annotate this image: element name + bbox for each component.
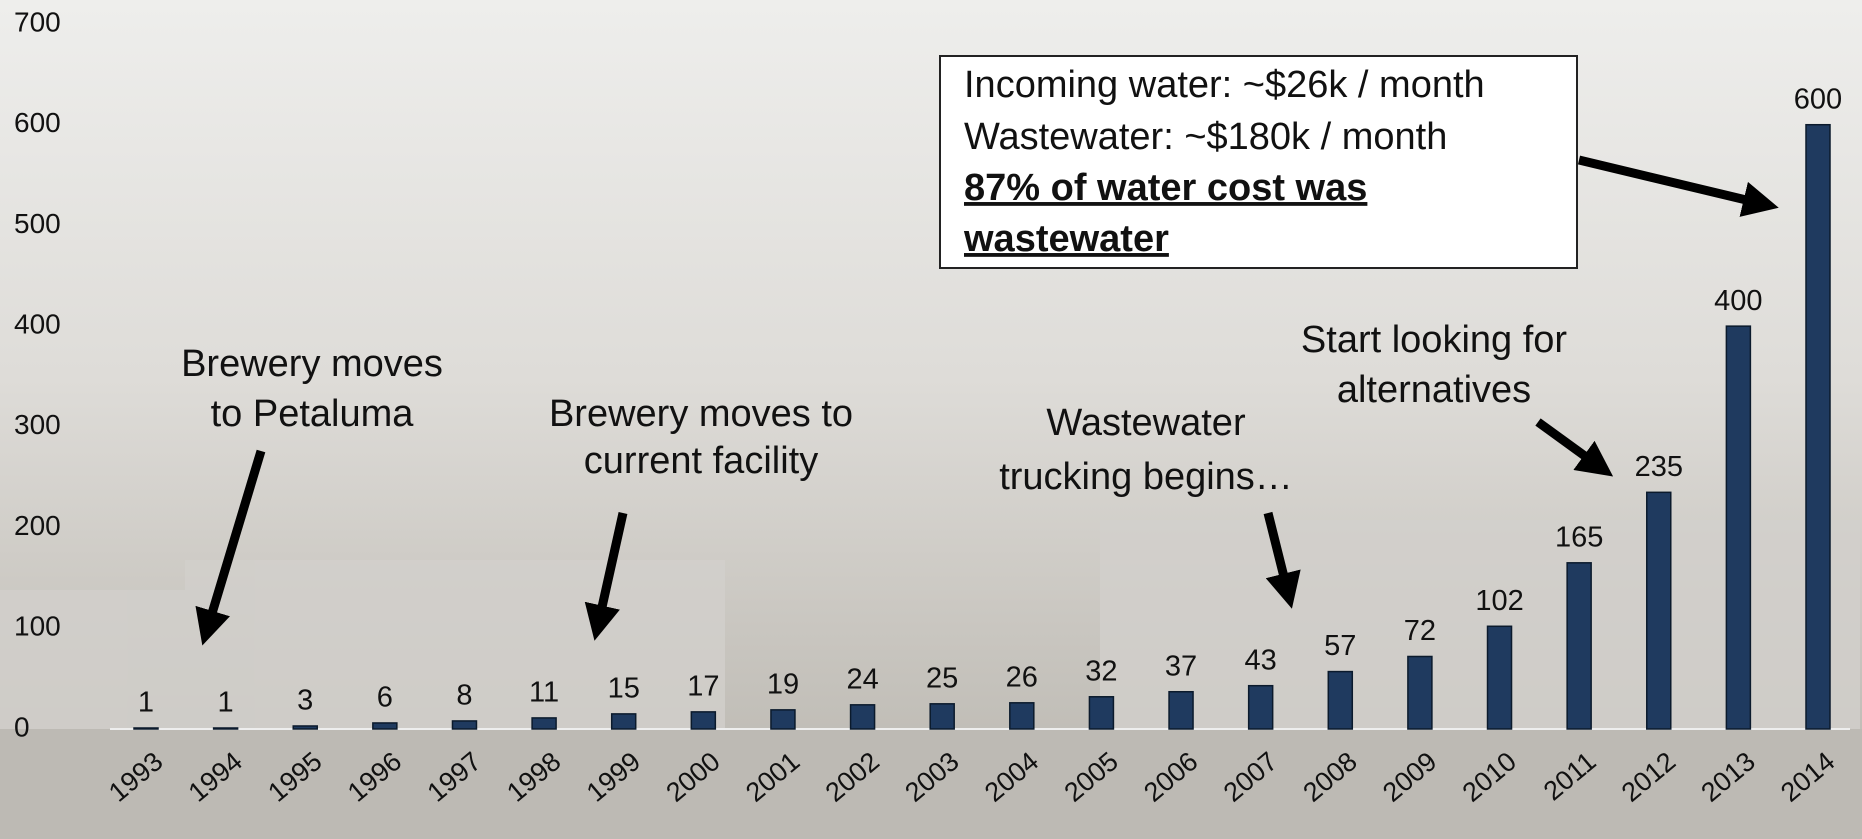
annotation-text: 87% of water cost was — [964, 167, 1367, 209]
bar — [1726, 326, 1750, 729]
y-tick-label: 500 — [14, 208, 61, 239]
annotation-text: Brewery moves to — [549, 393, 853, 435]
bar — [612, 714, 636, 729]
annotation-text: Start looking for — [1301, 319, 1567, 361]
data-label: 32 — [1085, 655, 1117, 687]
bar — [1089, 697, 1113, 729]
data-label: 165 — [1555, 521, 1603, 553]
annotation-text: Wastewater: ~$180k / month — [964, 116, 1447, 158]
data-label: 72 — [1404, 615, 1436, 647]
data-label: 15 — [608, 673, 640, 705]
data-label: 600 — [1794, 83, 1842, 115]
annotation-text: wastewater — [963, 218, 1169, 260]
data-label: 19 — [767, 669, 799, 701]
bar — [691, 712, 715, 729]
data-label: 25 — [926, 662, 958, 694]
bar — [1408, 656, 1432, 729]
y-tick-label: 200 — [14, 510, 61, 541]
data-label: 102 — [1475, 585, 1523, 617]
annotation-text: Incoming water: ~$26k / month — [964, 64, 1485, 106]
bar — [930, 704, 954, 729]
bar — [1169, 692, 1193, 729]
bar — [771, 710, 795, 729]
bar — [1010, 703, 1034, 729]
annotation-text: Brewery moves — [181, 343, 443, 385]
bar — [1567, 563, 1591, 729]
data-label: 1 — [218, 687, 234, 719]
data-label: 1 — [138, 687, 154, 719]
annotation-text: alternatives — [1337, 369, 1531, 411]
bar — [1249, 686, 1273, 729]
bar — [851, 705, 875, 729]
bar — [293, 726, 317, 729]
annotation-text: to Petaluma — [211, 393, 415, 435]
data-label: 17 — [687, 671, 719, 703]
data-label: 8 — [456, 680, 472, 712]
data-label: 400 — [1714, 285, 1762, 317]
bar — [214, 728, 238, 729]
annotation-text: current facility — [584, 440, 818, 482]
data-label: 26 — [1006, 661, 1038, 693]
bar — [532, 718, 556, 729]
y-tick-label: 600 — [14, 107, 61, 138]
data-label: 57 — [1324, 630, 1356, 662]
data-label: 37 — [1165, 650, 1197, 682]
bar — [1806, 125, 1830, 729]
annotation-text: trucking begins… — [999, 456, 1293, 498]
y-tick-label: 300 — [14, 409, 61, 440]
data-label: 24 — [846, 663, 878, 695]
bar — [373, 723, 397, 729]
y-tick-label: 700 — [14, 6, 61, 37]
bar — [134, 728, 158, 729]
bar — [1488, 626, 1512, 729]
annotation-text: Wastewater — [1046, 402, 1246, 444]
bar — [1647, 492, 1671, 729]
y-tick-label: 0 — [14, 711, 30, 742]
data-label: 11 — [529, 677, 559, 709]
bar — [1328, 672, 1352, 729]
y-tick-label: 100 — [14, 611, 61, 642]
chart: 0100200300400500600700119931199431995619… — [0, 0, 1862, 839]
bar — [452, 721, 476, 729]
data-label: 235 — [1635, 451, 1683, 483]
y-tick-label: 400 — [14, 309, 61, 340]
data-label: 43 — [1245, 644, 1277, 676]
data-label: 6 — [377, 682, 393, 714]
data-label: 3 — [297, 685, 313, 717]
